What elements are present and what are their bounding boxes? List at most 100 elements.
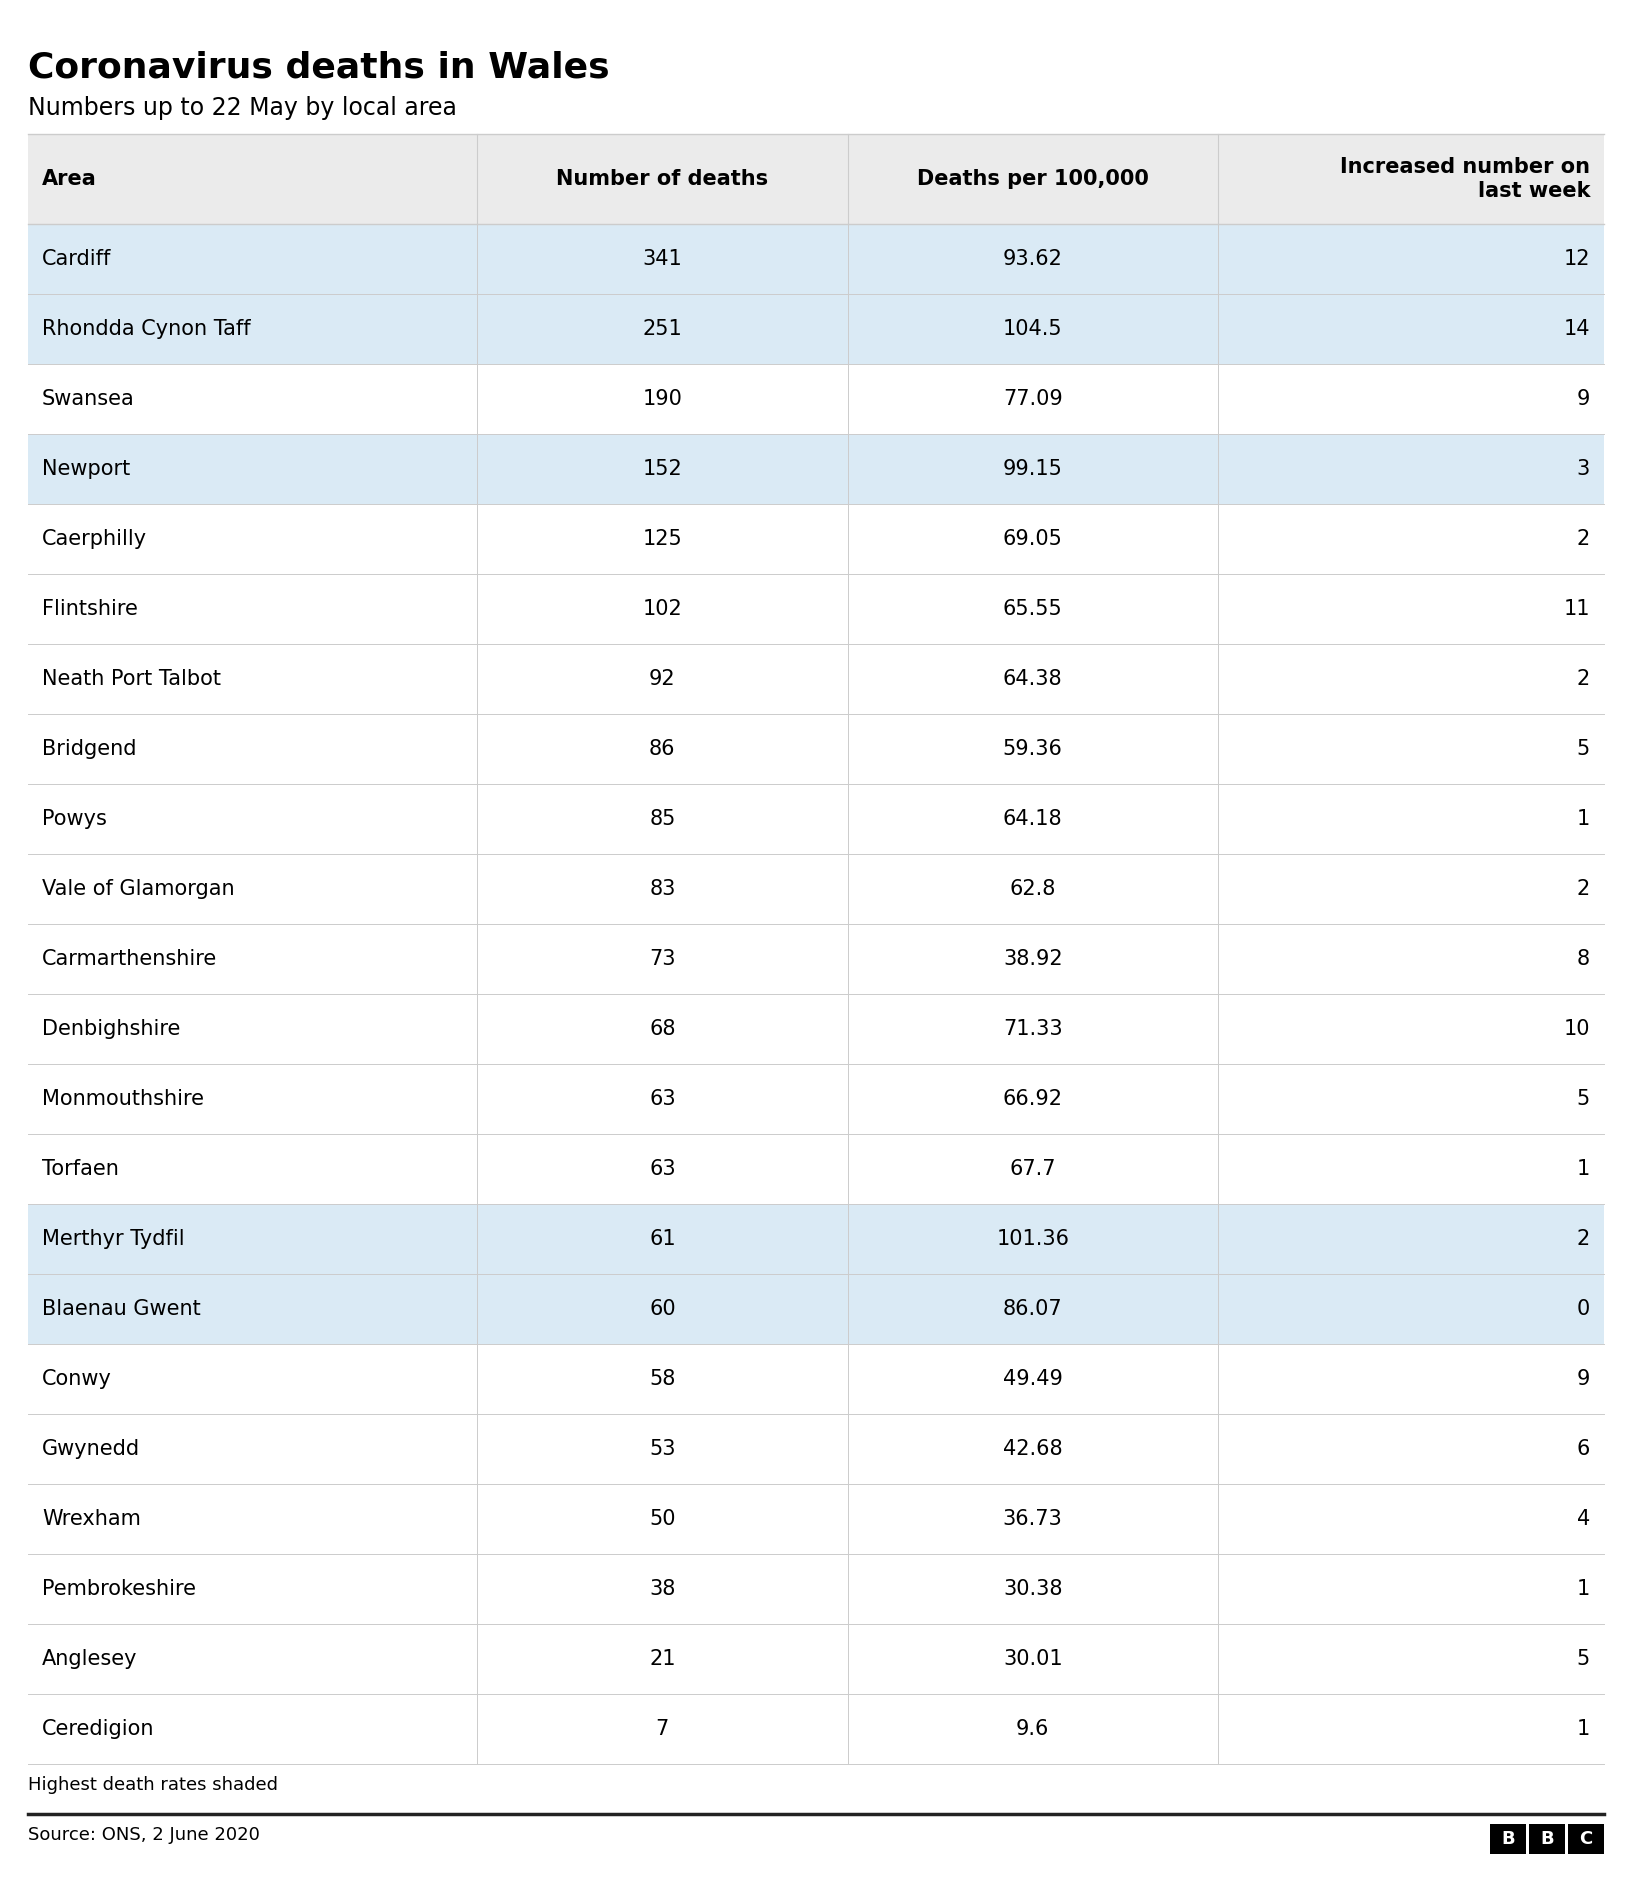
Text: 0: 0 xyxy=(1577,1299,1590,1319)
Bar xyxy=(28,133,1604,225)
Bar xyxy=(28,505,1604,573)
Text: 341: 341 xyxy=(643,249,682,268)
Text: 102: 102 xyxy=(643,600,682,619)
Bar xyxy=(28,225,1604,293)
Text: 1: 1 xyxy=(1577,809,1590,828)
Bar xyxy=(28,293,1604,364)
Text: Highest death rates shaded: Highest death rates shaded xyxy=(28,1776,277,1794)
Text: 10: 10 xyxy=(1563,1019,1590,1040)
Text: 251: 251 xyxy=(643,320,682,339)
Bar xyxy=(28,1135,1604,1203)
Bar xyxy=(28,573,1604,644)
Bar xyxy=(28,434,1604,505)
Bar xyxy=(28,1203,1604,1274)
Text: 71.33: 71.33 xyxy=(1004,1019,1062,1040)
Text: B: B xyxy=(1501,1830,1514,1849)
Text: Newport: Newport xyxy=(42,459,131,480)
Text: 12: 12 xyxy=(1563,249,1590,268)
Bar xyxy=(28,1064,1604,1135)
Text: Bridgend: Bridgend xyxy=(42,739,137,760)
Text: 2: 2 xyxy=(1577,529,1590,548)
Text: Powys: Powys xyxy=(42,809,106,828)
Bar xyxy=(28,1624,1604,1695)
Text: 64.18: 64.18 xyxy=(1004,809,1062,828)
Bar xyxy=(1529,1824,1565,1854)
Text: 69.05: 69.05 xyxy=(1002,529,1062,548)
Text: Wrexham: Wrexham xyxy=(42,1510,140,1529)
Text: 30.01: 30.01 xyxy=(1004,1649,1062,1670)
Bar xyxy=(28,994,1604,1064)
Bar xyxy=(28,644,1604,714)
Text: 11: 11 xyxy=(1563,600,1590,619)
Text: Rhondda Cynon Taff: Rhondda Cynon Taff xyxy=(42,320,251,339)
Text: 86: 86 xyxy=(650,739,676,760)
Text: 7: 7 xyxy=(656,1719,669,1738)
Text: 125: 125 xyxy=(643,529,682,548)
Text: 99.15: 99.15 xyxy=(1002,459,1062,480)
Text: 53: 53 xyxy=(650,1439,676,1458)
Bar xyxy=(28,364,1604,434)
Text: C: C xyxy=(1580,1830,1593,1849)
Bar xyxy=(28,1695,1604,1763)
Text: Deaths per 100,000: Deaths per 100,000 xyxy=(917,169,1149,188)
Text: 8: 8 xyxy=(1577,948,1590,969)
Text: 65.55: 65.55 xyxy=(1002,600,1062,619)
Text: 9.6: 9.6 xyxy=(1017,1719,1049,1738)
Bar xyxy=(28,1415,1604,1483)
Text: 38: 38 xyxy=(650,1578,676,1599)
Text: Area: Area xyxy=(42,169,96,188)
Bar xyxy=(28,923,1604,994)
Bar xyxy=(28,714,1604,784)
Text: 1: 1 xyxy=(1577,1578,1590,1599)
Text: B: B xyxy=(1541,1830,1554,1849)
Bar xyxy=(28,1274,1604,1344)
Text: 3: 3 xyxy=(1577,459,1590,480)
Bar xyxy=(28,855,1604,923)
Text: 61: 61 xyxy=(650,1228,676,1249)
Text: 1: 1 xyxy=(1577,1719,1590,1738)
Text: 5: 5 xyxy=(1577,1089,1590,1108)
Text: Conwy: Conwy xyxy=(42,1369,113,1390)
Text: Caerphilly: Caerphilly xyxy=(42,529,147,548)
Text: 2: 2 xyxy=(1577,668,1590,689)
Text: 2: 2 xyxy=(1577,880,1590,899)
Text: 38.92: 38.92 xyxy=(1004,948,1062,969)
Text: Pembrokeshire: Pembrokeshire xyxy=(42,1578,196,1599)
Text: 14: 14 xyxy=(1563,320,1590,339)
Text: 63: 63 xyxy=(650,1160,676,1179)
Text: 63: 63 xyxy=(650,1089,676,1108)
Text: Carmarthenshire: Carmarthenshire xyxy=(42,948,217,969)
Text: 68: 68 xyxy=(650,1019,676,1040)
Text: 49.49: 49.49 xyxy=(1002,1369,1062,1390)
Text: 6: 6 xyxy=(1577,1439,1590,1458)
Text: 58: 58 xyxy=(650,1369,676,1390)
Bar xyxy=(1490,1824,1526,1854)
Text: 50: 50 xyxy=(650,1510,676,1529)
Text: 21: 21 xyxy=(650,1649,676,1670)
Text: 5: 5 xyxy=(1577,739,1590,760)
Text: Flintshire: Flintshire xyxy=(42,600,137,619)
Text: 9: 9 xyxy=(1577,1369,1590,1390)
Text: 83: 83 xyxy=(650,880,676,899)
Text: 59.36: 59.36 xyxy=(1002,739,1062,760)
Bar xyxy=(28,784,1604,855)
Text: Numbers up to 22 May by local area: Numbers up to 22 May by local area xyxy=(28,95,457,120)
Text: Merthyr Tydfil: Merthyr Tydfil xyxy=(42,1228,184,1249)
Text: 2: 2 xyxy=(1577,1228,1590,1249)
Text: Swansea: Swansea xyxy=(42,388,135,409)
Text: 30.38: 30.38 xyxy=(1004,1578,1062,1599)
Text: Monmouthshire: Monmouthshire xyxy=(42,1089,204,1108)
Text: 66.92: 66.92 xyxy=(1002,1089,1062,1108)
Text: 42.68: 42.68 xyxy=(1004,1439,1062,1458)
Text: Torfaen: Torfaen xyxy=(42,1160,119,1179)
Text: 5: 5 xyxy=(1577,1649,1590,1670)
Text: 36.73: 36.73 xyxy=(1002,1510,1062,1529)
Text: 101.36: 101.36 xyxy=(996,1228,1069,1249)
Text: Cardiff: Cardiff xyxy=(42,249,111,268)
Bar xyxy=(28,1554,1604,1624)
Text: 104.5: 104.5 xyxy=(1004,320,1062,339)
Text: Number of deaths: Number of deaths xyxy=(557,169,769,188)
Text: 62.8: 62.8 xyxy=(1010,880,1056,899)
Bar xyxy=(28,1483,1604,1554)
Text: Coronavirus deaths in Wales: Coronavirus deaths in Wales xyxy=(28,50,610,84)
